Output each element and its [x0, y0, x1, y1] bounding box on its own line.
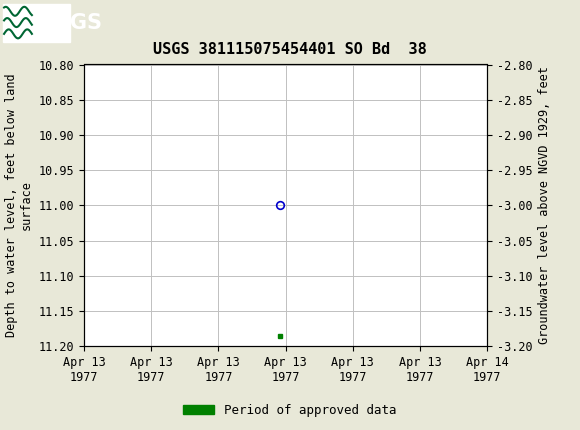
Text: USGS 381115075454401 SO Bd  38: USGS 381115075454401 SO Bd 38: [153, 42, 427, 57]
Legend: Period of approved data: Period of approved data: [178, 399, 402, 421]
Text: USGS: USGS: [38, 12, 102, 33]
Y-axis label: Depth to water level, feet below land
surface: Depth to water level, feet below land su…: [5, 74, 33, 337]
Y-axis label: Groundwater level above NGVD 1929, feet: Groundwater level above NGVD 1929, feet: [538, 66, 551, 344]
Bar: [3, 3, 70, 42]
